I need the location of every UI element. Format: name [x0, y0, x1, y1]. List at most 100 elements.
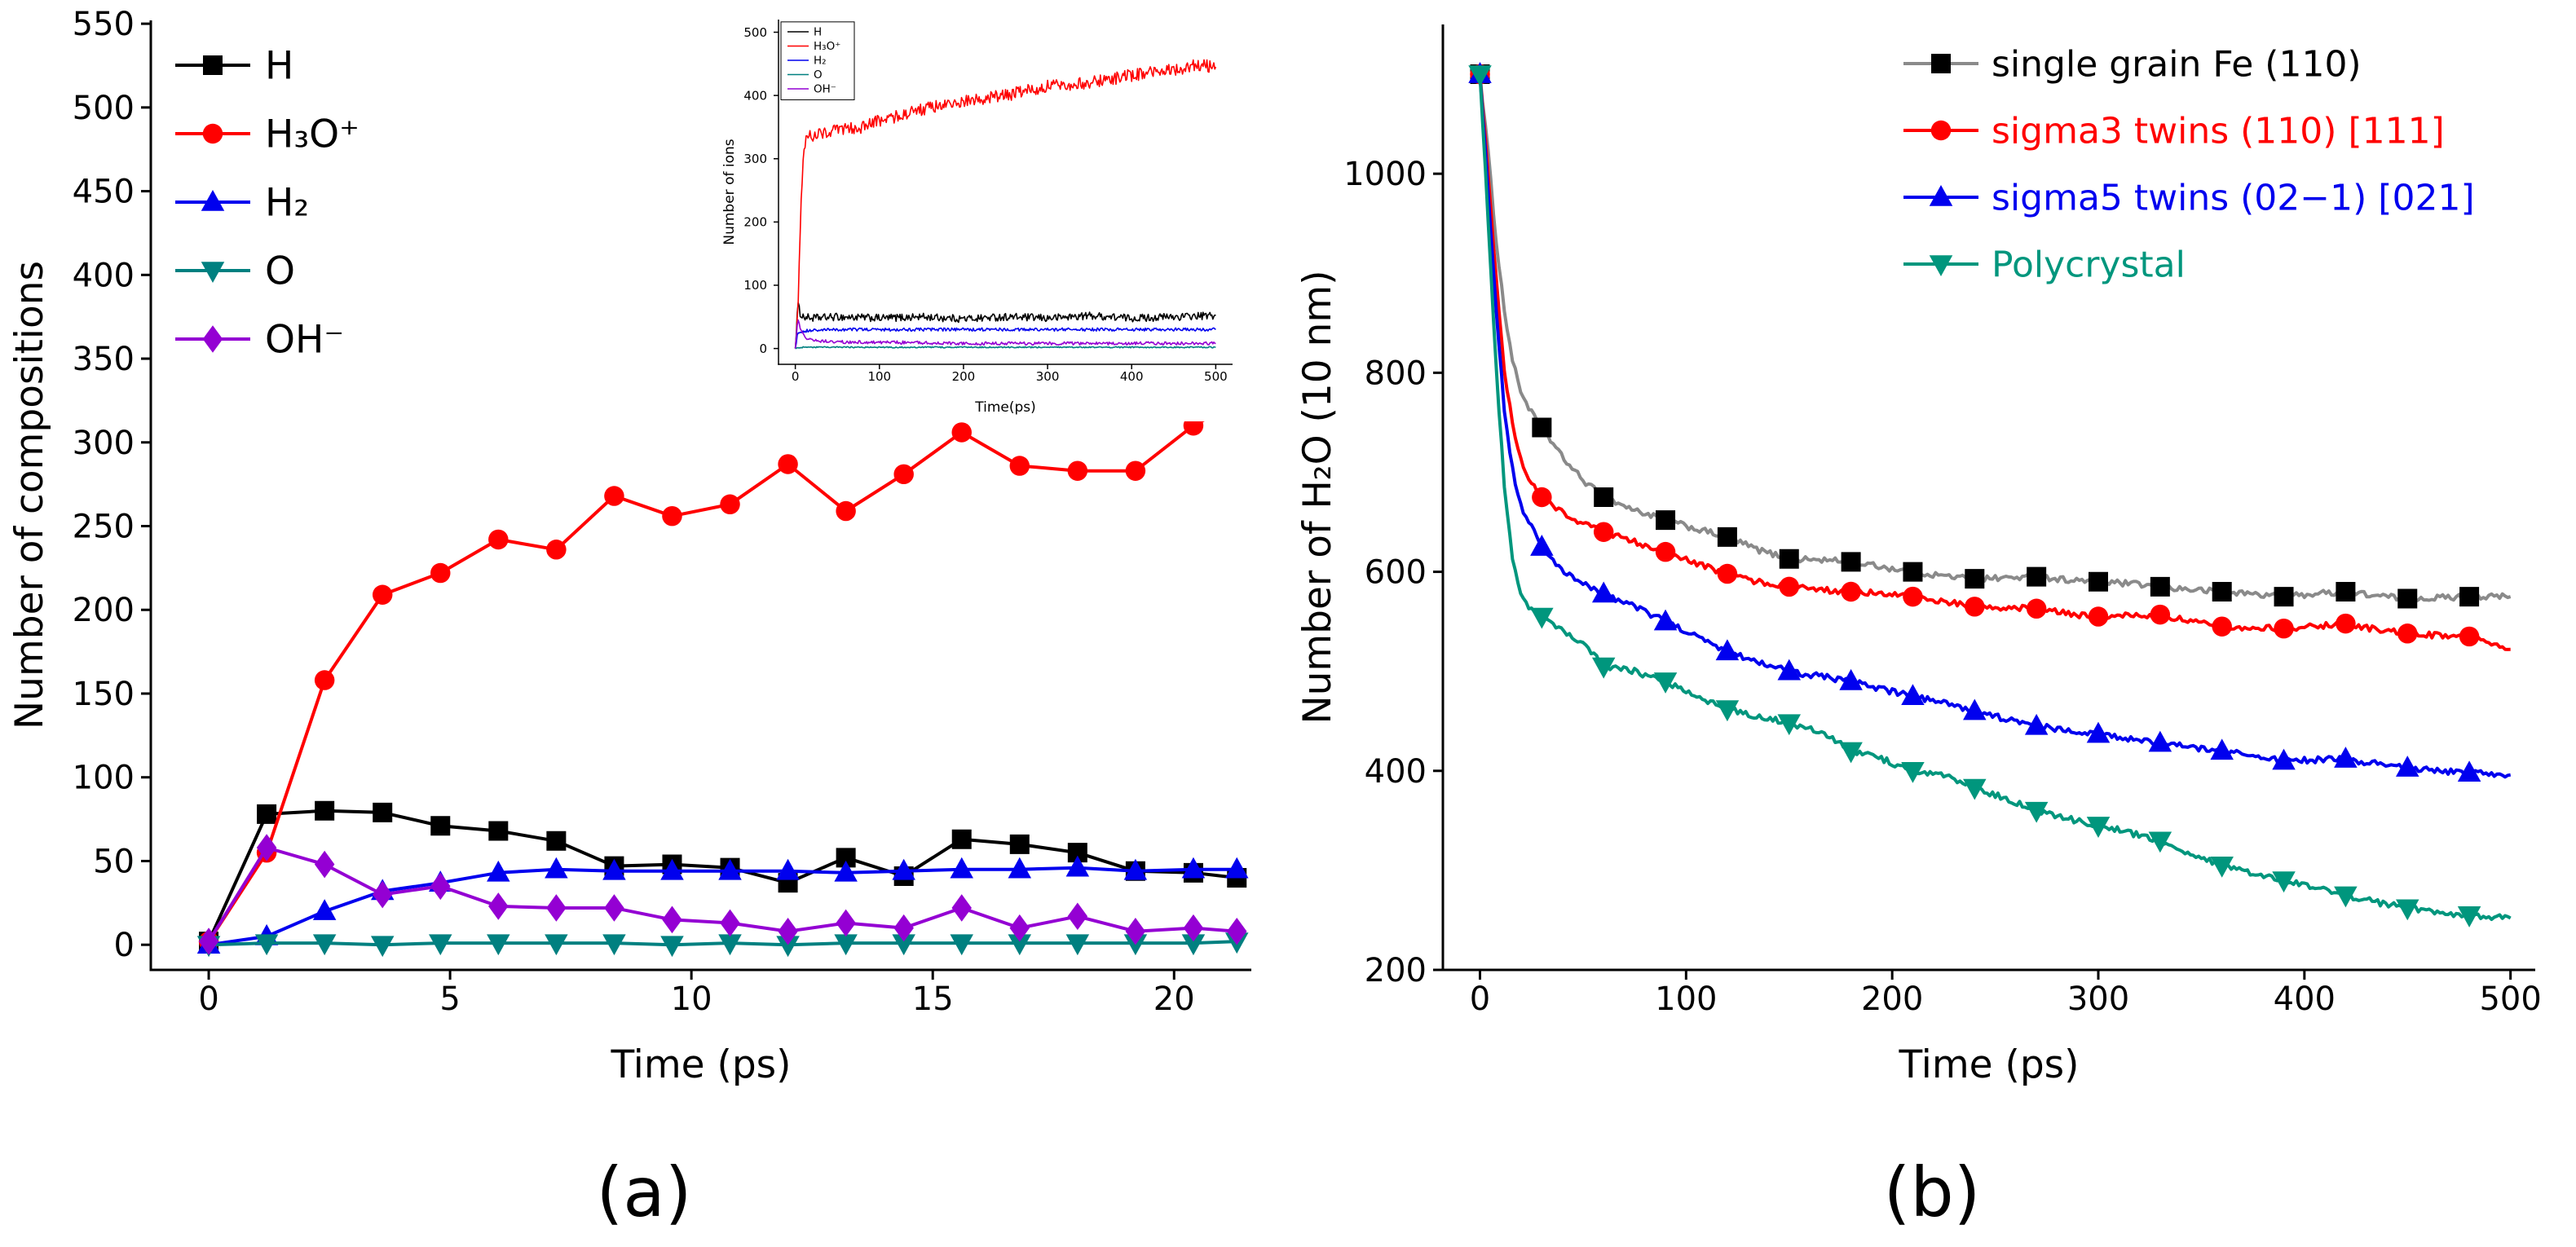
chart-background — [1288, 0, 2576, 1108]
x-tick-label: 100 — [1655, 980, 1717, 1018]
series-marker-polycrystal — [2086, 817, 2111, 838]
series-marker-h2 — [892, 858, 915, 880]
legend-label-oh: OH⁻ — [814, 83, 836, 96]
x-tick-label: 15 — [912, 980, 954, 1018]
series-marker-o — [660, 936, 684, 958]
x-tick-label: 200 — [1861, 980, 1923, 1018]
series-marker-single-grain — [2459, 587, 2480, 607]
x-tick-label: 400 — [2274, 980, 2336, 1018]
series-line-oh — [794, 319, 1216, 349]
x-tick-label: 0 — [198, 980, 218, 1018]
series-marker-o — [429, 934, 452, 956]
y-tick-label: 100 — [73, 760, 135, 797]
series-marker-polycrystal — [1963, 778, 1987, 800]
x-tick-label: 5 — [439, 980, 460, 1018]
series-marker-h3o — [951, 422, 972, 443]
series-marker-h3o — [314, 670, 335, 690]
series-marker-o — [1181, 934, 1206, 956]
y-tick-label: 200 — [73, 592, 135, 629]
series-marker-h3o — [778, 454, 798, 474]
series-marker-oh — [1125, 917, 1146, 945]
series-marker-oh — [893, 914, 914, 942]
series-marker-h2 — [660, 858, 684, 880]
series-marker-o — [834, 934, 858, 956]
series-marker-sigma5 — [2148, 730, 2172, 752]
legend-marker-oh — [202, 325, 223, 353]
y-tick-label: 450 — [73, 174, 135, 211]
series-marker-oh — [430, 872, 451, 901]
x-tick-label: 500 — [1204, 369, 1228, 384]
series-marker-single-grain — [1965, 569, 1985, 589]
series-marker-polycrystal — [1591, 657, 1616, 679]
legend-label-h2: H₂ — [265, 180, 309, 225]
series-marker-h3o — [836, 500, 856, 522]
series-line-o — [795, 346, 1216, 350]
y-tick-label: 400 — [73, 257, 135, 294]
series-line-h — [794, 302, 1216, 349]
series-marker-h2 — [1181, 857, 1206, 879]
series-marker-o — [892, 934, 915, 956]
y-tick-label: 0 — [759, 341, 767, 356]
series-marker-o — [254, 934, 279, 956]
legend-label-oh: OH⁻ — [265, 317, 344, 362]
series-marker-oh — [256, 834, 277, 861]
series-marker-oh — [198, 928, 219, 955]
series-marker-oh — [546, 894, 567, 922]
series-marker-o — [776, 936, 800, 958]
series-marker-polycrystal — [2210, 856, 2234, 878]
series-marker-oh — [836, 909, 856, 937]
legend-label-single-grain: single grain Fe (110) — [1992, 43, 2362, 85]
series-marker-sigma5 — [2334, 747, 2358, 768]
series-marker-h2 — [312, 899, 337, 920]
series-marker-sigma5 — [2395, 756, 2419, 777]
series-marker-polycrystal — [2457, 906, 2481, 928]
series-marker-oh — [372, 880, 393, 909]
x-tick-label: 0 — [792, 369, 800, 384]
series-marker-sigma3 — [1841, 581, 1861, 602]
series-marker-oh — [662, 906, 682, 934]
y-axis-title: Number of ions — [721, 139, 738, 245]
y-tick-label: 500 — [73, 90, 135, 127]
series-marker-polycrystal — [1901, 761, 1925, 783]
series-marker-sigma5 — [1963, 698, 1987, 720]
legend-label-h2: H₂ — [814, 55, 827, 68]
y-tick-label: 200 — [1365, 952, 1427, 989]
series-marker-oh — [488, 892, 509, 920]
series-marker-sigma3 — [1779, 576, 1799, 597]
series-marker-sigma3 — [1655, 541, 1676, 562]
series-marker-sigma3 — [2274, 618, 2294, 639]
series-marker-h2 — [1065, 855, 1090, 877]
series-marker-polycrystal — [2148, 831, 2172, 853]
series-marker-oh — [1067, 902, 1088, 931]
series-marker-sigma3 — [1532, 487, 1552, 508]
panel-a-label: (a) — [596, 1152, 692, 1232]
series-marker-oh — [314, 850, 335, 879]
series-marker-h2 — [1224, 857, 1249, 879]
legend-label-h: H — [814, 26, 822, 39]
series-marker-sigma5 — [1715, 639, 1740, 661]
series-marker-sigma3 — [1965, 597, 1985, 617]
legend-marker-single-grain — [1931, 54, 1951, 73]
series-marker-sigma5 — [1591, 581, 1616, 603]
series-marker-single-grain — [2336, 582, 2356, 601]
series-marker-h3o — [720, 494, 740, 515]
series-marker-single-grain — [1841, 552, 1861, 572]
legend-marker-h — [203, 55, 223, 75]
x-tick-label: 300 — [1036, 369, 1060, 384]
y-axis-title: Number of H₂O (10 nm) — [1295, 270, 1340, 724]
legend-label-o: O — [814, 68, 823, 82]
series-marker-h2 — [834, 860, 858, 882]
y-tick-label: 400 — [1365, 753, 1427, 791]
series-marker-sigma5 — [1901, 684, 1925, 706]
series-marker-h3o — [1067, 460, 1088, 481]
panel-a-inset-chart: 0 100 200 300 400 500 0 100 200 300 400 500 Time(ps)… — [717, 10, 1247, 421]
series-marker-sigma3 — [1903, 586, 1923, 607]
series-marker-sigma5 — [1530, 535, 1554, 556]
y-tick-label: 350 — [73, 341, 135, 378]
y-tick-label: 600 — [1365, 554, 1427, 592]
series-marker-polycrystal — [2272, 871, 2296, 893]
series-marker-polycrystal — [1715, 700, 1740, 722]
legend-marker-polycrystal — [1929, 255, 1953, 276]
series-marker-polycrystal — [2334, 886, 2358, 908]
